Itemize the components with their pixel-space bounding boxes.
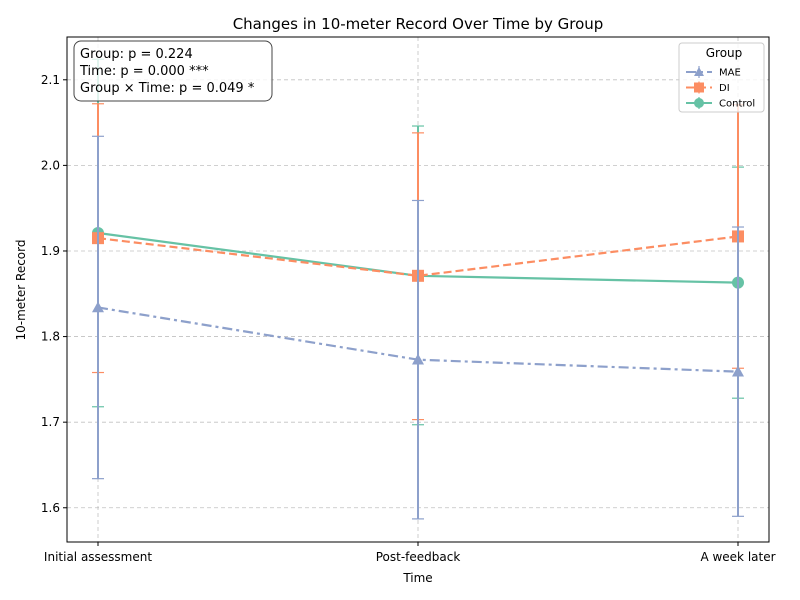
legend-label: MAE <box>719 68 741 79</box>
legend-items: MAE DI Control <box>686 66 755 110</box>
legend-marker <box>694 82 704 93</box>
y-tick-label: 1.8 <box>41 330 60 344</box>
y-tick-label: 1.7 <box>41 415 60 429</box>
series-mae <box>92 135 744 520</box>
stats-annotation-box: Group: p = 0.224 Time: p = 0.000 *** Gro… <box>73 40 273 102</box>
legend-item-mae: MAE <box>686 66 741 79</box>
x-axis-title: Time <box>402 571 432 585</box>
legend-marker <box>694 98 704 108</box>
stat-time: Time: p = 0.000 *** <box>79 64 209 79</box>
x-tick-label: Initial assessment <box>44 550 152 564</box>
data-point-mae <box>732 365 744 377</box>
legend-item-di: DI <box>686 81 730 94</box>
y-axis-title: 10-meter Record <box>14 240 28 341</box>
legend-frame <box>678 42 765 113</box>
y-tick-label: 1.6 <box>41 501 60 515</box>
data-point-mae <box>92 301 104 313</box>
data-point-mae <box>412 353 424 365</box>
stat-group: Group: p = 0.224 <box>80 47 193 62</box>
legend-label: Control <box>719 99 755 110</box>
y-tick-label: 1.9 <box>41 244 60 258</box>
ticks: 1.6 1.7 1.8 1.9 2.0 2.1 Initial assessment Post… <box>41 73 776 564</box>
series-layer <box>92 58 744 520</box>
legend-title: Group <box>706 46 743 60</box>
y-tick-label: 2.0 <box>41 158 60 172</box>
legend: Group MAE DI Control <box>678 42 765 113</box>
legend-item-control: Control <box>686 97 755 110</box>
legend-marker <box>694 67 704 76</box>
x-tick-label: A week later <box>700 550 775 564</box>
stats-box-frame <box>73 40 273 102</box>
legend-label: DI <box>719 83 730 94</box>
chart-title: Changes in 10-meter Record Over Time by … <box>233 15 604 33</box>
y-tick-label: 2.1 <box>41 73 60 87</box>
x-tick-label: Post-feedback <box>376 550 461 564</box>
stat-interaction: Group × Time: p = 0.049 * <box>80 81 255 96</box>
